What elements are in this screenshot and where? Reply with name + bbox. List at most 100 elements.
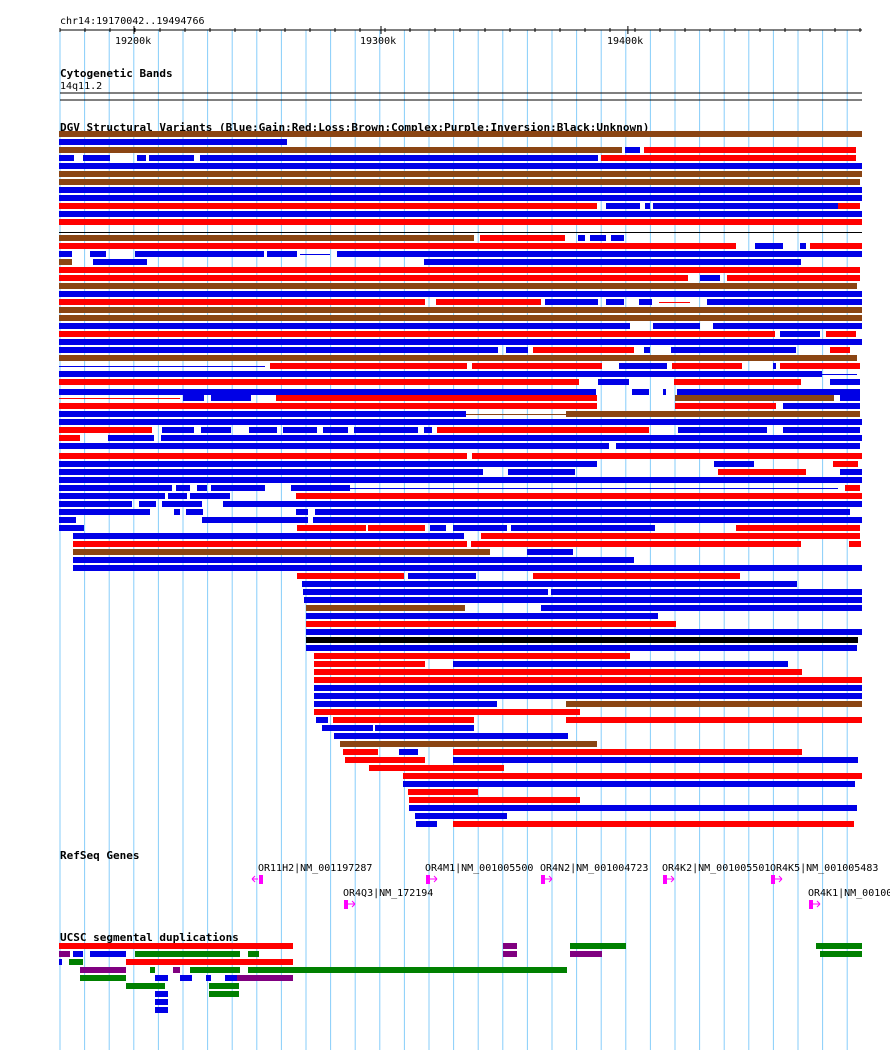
dgv-variant[interactable] <box>545 299 598 305</box>
dgv-variant[interactable] <box>511 525 655 531</box>
dgv-variant[interactable] <box>840 395 860 401</box>
gene-or4m1[interactable]: OR4M1|NM_001005500 <box>425 863 533 884</box>
dgv-variant[interactable] <box>59 477 862 483</box>
dgv-variant[interactable] <box>59 211 862 217</box>
dgv-variant[interactable] <box>436 299 541 305</box>
refseq-track[interactable]: RefSeq Genes OR11H2|NM_001197287 OR4Q3|N… <box>60 849 890 909</box>
dgv-variant[interactable] <box>727 275 860 281</box>
dgv-variant[interactable] <box>430 525 446 531</box>
dgv-variant[interactable] <box>334 733 568 739</box>
dgv-variant[interactable] <box>59 267 860 273</box>
dgv-variant[interactable] <box>408 789 478 795</box>
dgv-variant[interactable] <box>59 525 84 531</box>
dgv-variant[interactable] <box>714 461 754 467</box>
dgv-variant[interactable] <box>541 605 862 611</box>
dgv-variant[interactable] <box>472 363 602 369</box>
dgv-variant[interactable] <box>249 427 277 433</box>
segdup-feature[interactable] <box>126 959 293 965</box>
dgv-variant[interactable] <box>59 427 152 433</box>
segdup-feature[interactable] <box>248 951 259 957</box>
dgv-variant[interactable] <box>162 427 194 433</box>
dgv-variant[interactable] <box>375 725 474 731</box>
segdup-feature[interactable] <box>135 951 240 957</box>
dgv-variant[interactable] <box>306 629 862 635</box>
dgv-variant[interactable] <box>639 299 652 305</box>
dgv-variant[interactable] <box>306 613 658 619</box>
dgv-variant[interactable] <box>59 355 857 361</box>
dgv-variant[interactable] <box>137 155 146 161</box>
dgv-variant[interactable] <box>773 363 776 369</box>
dgv-variant[interactable] <box>678 427 767 433</box>
dgv-variant[interactable] <box>601 155 856 161</box>
dgv-variant[interactable] <box>59 493 165 499</box>
dgv-variant[interactable] <box>59 371 822 377</box>
dgv-variant[interactable] <box>354 427 418 433</box>
dgv-variant[interactable] <box>202 517 308 523</box>
dgv-variant[interactable] <box>314 693 862 699</box>
dgv-variant[interactable] <box>59 179 860 185</box>
dgv-variant[interactable] <box>424 427 432 433</box>
dgv-variant[interactable] <box>59 131 862 137</box>
dgv-variant[interactable] <box>830 379 860 385</box>
dgv-variant[interactable] <box>316 717 328 723</box>
dgv-variant[interactable] <box>368 525 425 531</box>
dgv-variant[interactable] <box>304 597 862 603</box>
dgv-variant[interactable] <box>59 283 857 289</box>
dgv-variant[interactable] <box>675 395 834 401</box>
segdup-feature[interactable] <box>69 959 83 965</box>
dgv-variant[interactable] <box>677 389 860 395</box>
dgv-variant[interactable] <box>83 155 110 161</box>
segdup-feature[interactable] <box>206 975 211 981</box>
dgv-variant[interactable] <box>345 757 425 763</box>
dgv-variant[interactable] <box>403 773 862 779</box>
dgv-variant[interactable] <box>59 251 72 257</box>
dgv-variant[interactable] <box>409 797 580 803</box>
dgv-variant[interactable] <box>59 187 862 193</box>
dgv-variant[interactable] <box>481 533 860 539</box>
dgv-variant[interactable] <box>59 291 862 297</box>
dgv-variant[interactable] <box>611 235 624 241</box>
dgv-variant[interactable] <box>59 347 498 353</box>
dgv-variant[interactable] <box>453 525 507 531</box>
dgv-variant[interactable] <box>59 403 597 409</box>
dgv-variant[interactable] <box>313 517 862 523</box>
segdup-feature[interactable] <box>80 967 126 973</box>
segdup-feature[interactable] <box>90 951 126 957</box>
dgv-variant[interactable] <box>267 251 297 257</box>
dgv-variant[interactable] <box>59 155 74 161</box>
dgv-variant[interactable] <box>59 435 80 441</box>
gene-or4k5[interactable]: OR4K5|NM_001005483 <box>770 863 878 884</box>
dgv-variant[interactable] <box>403 781 855 787</box>
dgv-variant[interactable] <box>653 323 700 329</box>
dgv-variant[interactable] <box>671 347 796 353</box>
gene-or4k1[interactable]: OR4K1|NM_00100 <box>808 888 890 909</box>
segdup-feature[interactable] <box>155 1007 168 1013</box>
dgv-variant[interactable] <box>590 235 606 241</box>
dgv-variant[interactable] <box>645 203 650 209</box>
dgv-variant[interactable] <box>800 243 806 249</box>
dgv-variant[interactable] <box>59 453 467 459</box>
segdup-feature[interactable] <box>503 943 517 949</box>
segdup-feature[interactable] <box>80 975 126 981</box>
dgv-variant[interactable] <box>826 331 856 337</box>
dgv-variant[interactable] <box>416 821 437 827</box>
dgv-variant[interactable] <box>619 363 667 369</box>
dgv-variant[interactable] <box>672 363 742 369</box>
dgv-variant[interactable] <box>211 485 265 491</box>
dgv-variant[interactable] <box>59 235 474 241</box>
segdup-feature[interactable] <box>73 951 83 957</box>
dgv-variant[interactable] <box>506 347 528 353</box>
dgv-variant[interactable] <box>306 605 465 611</box>
dgv-variant[interactable] <box>59 315 862 321</box>
dgv-variant[interactable] <box>755 243 783 249</box>
dgv-variant[interactable] <box>59 307 862 313</box>
dgv-variant[interactable] <box>780 363 860 369</box>
dgv-variant[interactable] <box>59 379 579 385</box>
dgv-variant[interactable] <box>186 509 203 515</box>
dgv-variant[interactable] <box>314 661 425 667</box>
segdup-feature[interactable] <box>126 983 165 989</box>
segdup-track[interactable]: UCSC segmental duplications <box>59 931 862 1013</box>
dgv-variant[interactable] <box>59 485 172 491</box>
segdup-feature[interactable] <box>59 959 62 965</box>
dgv-variant[interactable] <box>830 347 850 353</box>
